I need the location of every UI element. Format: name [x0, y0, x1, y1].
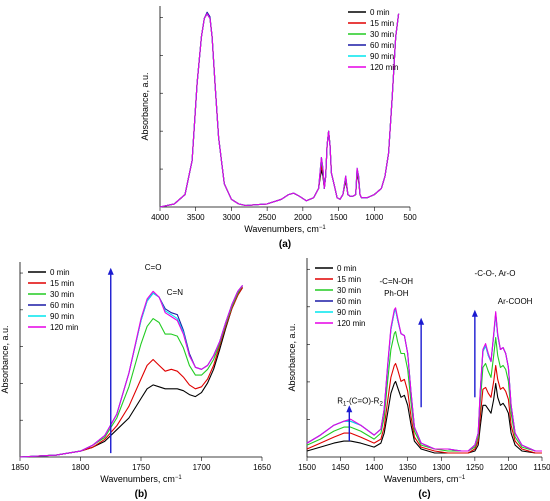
legend: 0 min 15 min 30 min 60 min 90 min 120 min: [28, 268, 78, 332]
x-axis-label: Wavenumbers, cm−1: [384, 474, 466, 484]
x-tick-label: 1800: [72, 463, 90, 472]
x-tick-label: 2500: [258, 213, 276, 222]
x-tick-label: 1300: [432, 463, 450, 472]
x-axis-label-sup: −1: [458, 475, 466, 481]
x-tick-label: 1850: [11, 463, 29, 472]
x-axis-label: Wavenumbers, cm−1: [100, 474, 182, 484]
x-tick-label: 3000: [223, 213, 241, 222]
x-tick-label: 500: [403, 213, 417, 222]
arrow-head: [346, 405, 353, 413]
legend: 0 min 15 min 30 min 60 min 90 min 120 min: [348, 8, 398, 72]
x-tick-label: 1500: [298, 463, 316, 472]
annotation-part: 1: [343, 401, 347, 407]
x-tick-label: 1350: [399, 463, 417, 472]
annotation-label: -C-O-, Ar-O: [475, 269, 516, 278]
x-axis-label-text: Wavenumbers, cm: [244, 224, 319, 234]
chart-c: 1500 1450 1400 1350 1300 1250 1200 1150 Wavenumb…: [287, 258, 550, 500]
annotation-label: Ar-COOH: [498, 297, 533, 306]
legend-label: 30 min: [337, 286, 361, 295]
x-tick-label: 1400: [365, 463, 383, 472]
annotation-label: R1-(C=O)-R2: [337, 396, 383, 407]
panel-caption: (b): [135, 489, 148, 500]
annotation-label: C=N: [167, 288, 183, 297]
x-tick-label: 4000: [151, 213, 169, 222]
series-line-120-min: [306, 307, 542, 452]
legend-label: 120 min: [370, 63, 398, 72]
annotation-label: Ph-OH: [384, 289, 409, 298]
annotation-part: -(C=O)-R: [346, 396, 379, 405]
series-line-120-min: [19, 285, 244, 458]
annotation-part: 2: [379, 401, 383, 407]
x-tick-label: 1000: [365, 213, 383, 222]
legend-label: 30 min: [50, 290, 74, 299]
chart-a: 4000 3500 3000 2500 2000 1500 1000 500 Wavenumbe…: [140, 6, 417, 250]
x-axis-label: Wavenumbers, cm−1: [244, 224, 326, 234]
x-tick-label: 3500: [187, 213, 205, 222]
chart-b: 1850 1800 1750 1700 1650 Wavenumbers, cm−1 Abs…: [0, 262, 271, 500]
x-tick-label: 1150: [533, 463, 550, 472]
x-tick-label: 1700: [193, 463, 211, 472]
legend: 0 min 15 min 30 min 60 min 90 min 120 min: [315, 264, 365, 328]
legend-label: 0 min: [50, 268, 70, 277]
x-tick-label: 1750: [132, 463, 150, 472]
x-tick-label: 1500: [330, 213, 348, 222]
arrow-head: [471, 309, 478, 317]
legend-label: 120 min: [50, 323, 78, 332]
x-tick-label: 1450: [332, 463, 350, 472]
annotation-label: C=O: [145, 263, 162, 272]
x-axis-label-text: Wavenumbers, cm: [384, 474, 459, 484]
x-tick-label: 1200: [500, 463, 518, 472]
legend-label: 60 min: [337, 297, 361, 306]
legend-label: 30 min: [370, 30, 394, 39]
series-line-0-min: [19, 287, 244, 458]
series-line-60-min: [306, 309, 542, 452]
legend-label: 90 min: [370, 52, 394, 61]
series-line-30-min: [19, 285, 244, 458]
series-line-15-min: [306, 362, 542, 454]
legend-label: 15 min: [50, 279, 74, 288]
arrow-head: [418, 317, 425, 325]
legend-label: 0 min: [370, 8, 390, 17]
x-tick-label: 1650: [253, 463, 271, 472]
x-axis-label-text: Wavenumbers, cm: [100, 474, 175, 484]
x-axis-label-sup: −1: [319, 225, 327, 231]
panel-caption: (c): [418, 489, 430, 500]
series-line-30-min: [306, 331, 542, 452]
series-line-0-min: [306, 380, 542, 454]
y-axis-label: Absorbance, a.u.: [0, 325, 10, 393]
y-axis-label: Absorbance, a.u.: [287, 323, 297, 391]
y-axis-label: Absorbance, a.u.: [140, 72, 150, 140]
legend-label: 60 min: [50, 301, 74, 310]
annotation-part: R: [337, 396, 343, 405]
x-tick-label: 2000: [294, 213, 312, 222]
panel-caption: (a): [279, 239, 291, 250]
legend-label: 90 min: [337, 308, 361, 317]
legend-label: 15 min: [337, 275, 361, 284]
legend-label: 15 min: [370, 19, 394, 28]
x-tick-label: 1250: [466, 463, 484, 472]
series-line-90-min: [306, 309, 542, 452]
legend-label: 60 min: [370, 41, 394, 50]
x-axis-label-sup: −1: [175, 475, 183, 481]
legend-label: 120 min: [337, 319, 365, 328]
legend-label: 90 min: [50, 312, 74, 321]
arrow-head: [107, 267, 114, 275]
series-line-15-min: [19, 287, 244, 458]
annotation-label: -C=N-OH: [380, 277, 414, 286]
series-line-120-min: [159, 13, 400, 208]
legend-label: 0 min: [337, 264, 357, 273]
